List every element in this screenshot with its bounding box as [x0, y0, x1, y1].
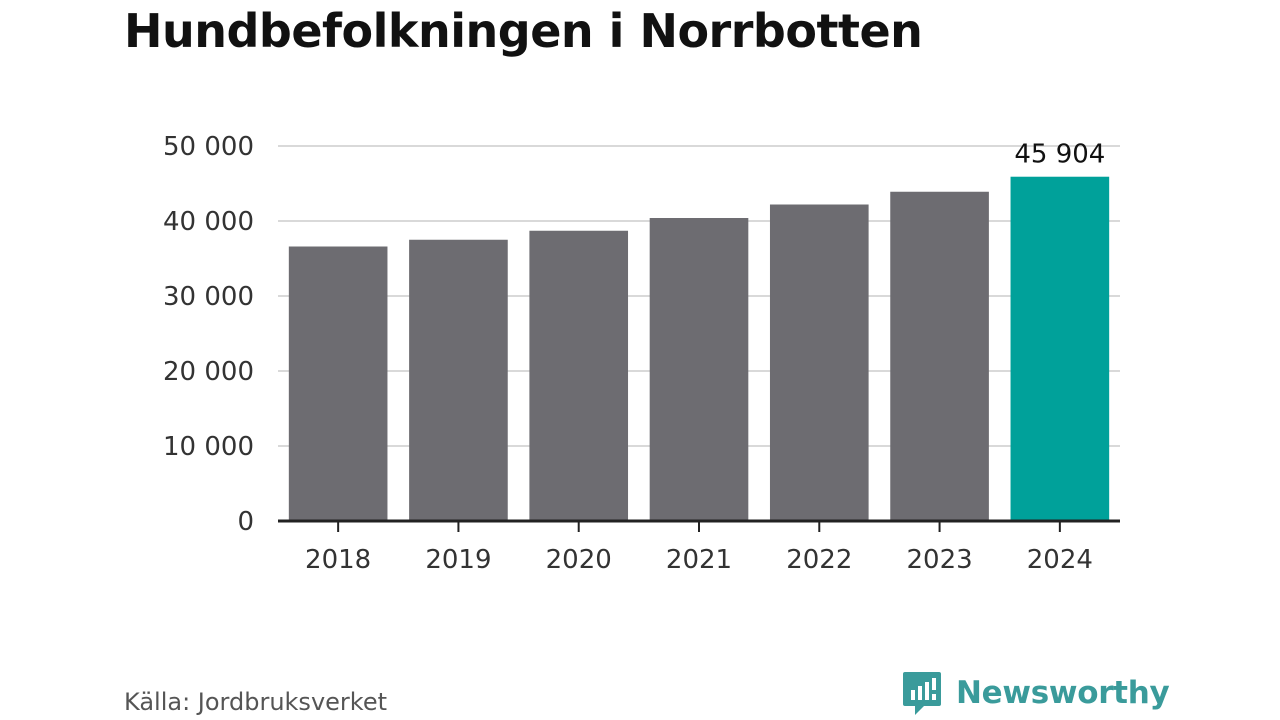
- bar-chart-speech-bubble-icon: [903, 672, 941, 715]
- brand-name: Newsworthy: [956, 675, 1170, 711]
- x-tick-label: 2018: [305, 545, 371, 575]
- bar-2023: [890, 191, 989, 521]
- bar-2022: [769, 204, 869, 521]
- bar-2024: [1010, 176, 1110, 521]
- y-tick-label: 10 000: [163, 432, 254, 462]
- y-tick-label: 40 000: [163, 207, 254, 237]
- bar-2019: [409, 239, 508, 521]
- y-tick-label: 0: [237, 507, 254, 537]
- x-tick-label: 2021: [666, 545, 732, 575]
- x-tick-label: 2020: [546, 545, 612, 575]
- bar-2021: [649, 218, 749, 521]
- bar-2018: [288, 246, 388, 521]
- bar-2020: [529, 230, 629, 521]
- x-tick-label: 2019: [425, 545, 491, 575]
- y-tick-label: 20 000: [163, 357, 254, 387]
- x-tick-label: 2023: [906, 545, 972, 575]
- y-tick-label: 30 000: [163, 282, 254, 312]
- data-label: 45 904: [1014, 140, 1105, 170]
- y-tick-label: 50 000: [163, 132, 254, 162]
- x-tick-label: 2022: [786, 545, 852, 575]
- brand-logo: Newsworthy: [902, 670, 1170, 716]
- chart-title: Hundbefolkningen i Norrbotten: [124, 4, 923, 58]
- x-tick-label: 2024: [1027, 545, 1093, 575]
- source-label: Källa: Jordbruksverket: [124, 688, 387, 716]
